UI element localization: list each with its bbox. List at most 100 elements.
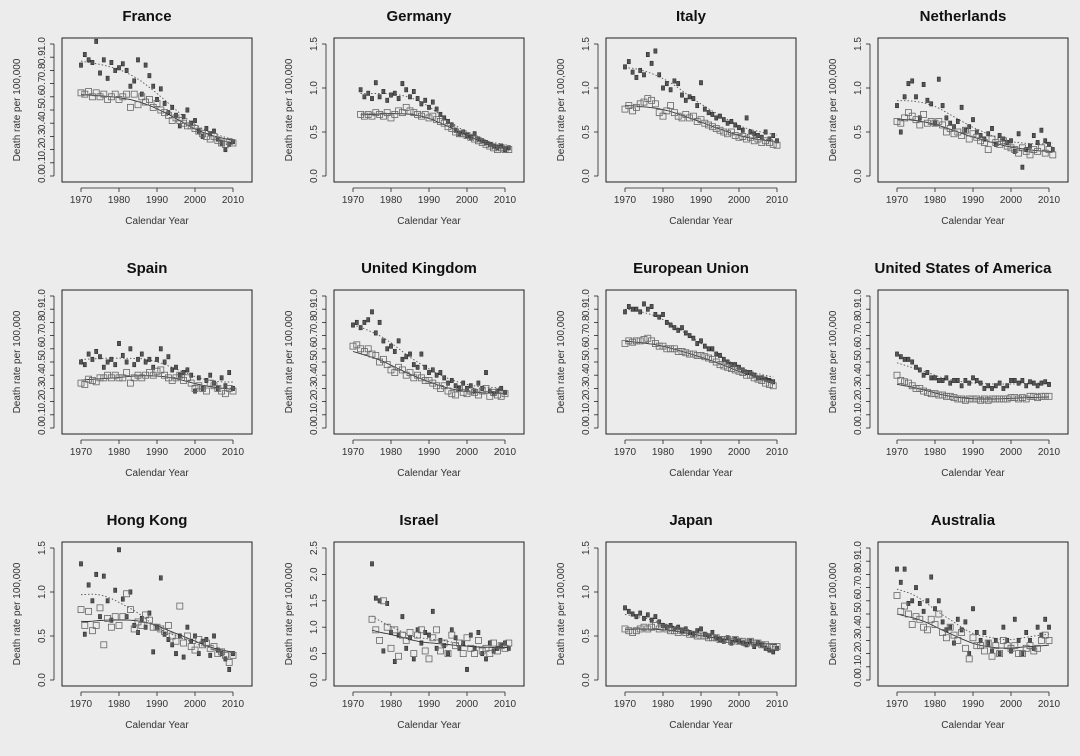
- data-point: [664, 624, 669, 630]
- data-point: [950, 130, 958, 138]
- data-point: [750, 374, 758, 382]
- data-point: [977, 396, 985, 404]
- data-point: [633, 337, 640, 345]
- data-point: [716, 636, 724, 643]
- data-point: [1007, 394, 1015, 402]
- y-tick-label: 1.0: [581, 585, 592, 599]
- data-point: [461, 129, 466, 135]
- y-axis-label: Death rate per 100,000: [12, 562, 23, 665]
- data-point: [653, 48, 658, 54]
- data-point: [682, 111, 690, 118]
- data-point: [927, 615, 935, 623]
- data-point: [151, 364, 156, 370]
- data-point: [147, 356, 152, 362]
- data-point: [1045, 636, 1053, 644]
- data-point: [105, 75, 110, 81]
- data-point: [174, 364, 178, 370]
- data-point: [461, 380, 466, 386]
- data-point: [92, 378, 100, 386]
- x-axis-label: Calendar Year: [669, 720, 733, 731]
- data-point: [746, 133, 754, 141]
- x-tick-label: 2000: [1000, 699, 1023, 710]
- data-point: [429, 634, 437, 642]
- y-tick-label: 0.5: [581, 125, 592, 139]
- data-point: [486, 142, 494, 150]
- y-tick-label: 0.1: [37, 155, 48, 169]
- series-open-squares: [621, 334, 777, 390]
- data-point: [901, 114, 908, 122]
- data-point: [682, 349, 690, 357]
- data-point: [621, 105, 629, 113]
- y-tick-label: 0.4: [853, 620, 864, 634]
- data-point: [939, 121, 946, 129]
- y-tick-label: 0.9: [37, 302, 48, 316]
- data-point: [969, 395, 977, 403]
- data-point: [493, 146, 501, 154]
- series-open-squares: [621, 622, 781, 650]
- data-point: [452, 128, 460, 136]
- data-point: [1015, 395, 1023, 403]
- y-tick-label: 0.8: [37, 63, 48, 77]
- data-point: [1037, 392, 1045, 400]
- y-tick-label: 0.7: [37, 328, 48, 342]
- data-point: [686, 114, 694, 122]
- data-point: [649, 60, 654, 66]
- data-point: [955, 118, 960, 124]
- data-point: [671, 109, 678, 117]
- y-tick-label: 2.0: [309, 567, 320, 581]
- data-point: [642, 72, 646, 78]
- data-point: [195, 636, 203, 643]
- data-point: [914, 364, 918, 370]
- data-point: [373, 80, 378, 86]
- data-point: [642, 301, 646, 307]
- data-point: [208, 652, 213, 658]
- x-tick-label: 2010: [1038, 699, 1061, 710]
- data-point: [193, 118, 197, 124]
- data-point: [381, 338, 386, 344]
- data-point: [748, 638, 753, 644]
- data-point: [775, 645, 779, 651]
- data-point: [218, 139, 226, 147]
- data-point: [377, 598, 382, 604]
- data-point: [105, 359, 110, 365]
- y-tick-label: 0.9: [309, 302, 320, 316]
- y-tick-label: 0.7: [853, 328, 864, 342]
- data-point: [96, 374, 104, 382]
- data-point: [191, 646, 199, 654]
- data-point: [1031, 133, 1036, 138]
- data-point: [661, 85, 665, 91]
- data-point: [387, 644, 395, 652]
- data-point: [1031, 380, 1036, 386]
- data-point: [893, 371, 901, 379]
- y-axis-label: Death rate per 100,000: [828, 562, 839, 665]
- data-point: [449, 122, 454, 128]
- data-point: [984, 146, 992, 154]
- x-tick-label: 1980: [380, 195, 403, 206]
- y-axis-label: Death rate per 100,000: [284, 562, 295, 665]
- data-point: [161, 628, 169, 635]
- data-point: [430, 99, 435, 105]
- data-point: [958, 395, 966, 403]
- plot-frame: [333, 289, 525, 435]
- data-point: [417, 112, 425, 120]
- data-point: [1018, 650, 1026, 658]
- x-tick-label: 1980: [108, 195, 131, 206]
- data-point: [693, 352, 701, 359]
- data-point: [754, 135, 762, 143]
- data-point: [373, 330, 378, 336]
- series-open-squares: [368, 597, 513, 663]
- data-point: [699, 338, 703, 344]
- data-point: [954, 395, 962, 403]
- data-point: [124, 359, 129, 365]
- x-tick-label: 2010: [766, 195, 789, 206]
- data-point: [162, 100, 167, 106]
- data-point: [155, 624, 159, 630]
- trend-line-dotted: [897, 100, 1053, 145]
- y-tick-label: 1.0: [853, 541, 864, 555]
- data-point: [117, 341, 121, 346]
- data-point: [108, 623, 115, 631]
- data-point: [484, 656, 488, 662]
- y-tick-label: 0.0: [309, 421, 320, 435]
- data-point: [718, 113, 722, 119]
- data-point: [710, 346, 715, 352]
